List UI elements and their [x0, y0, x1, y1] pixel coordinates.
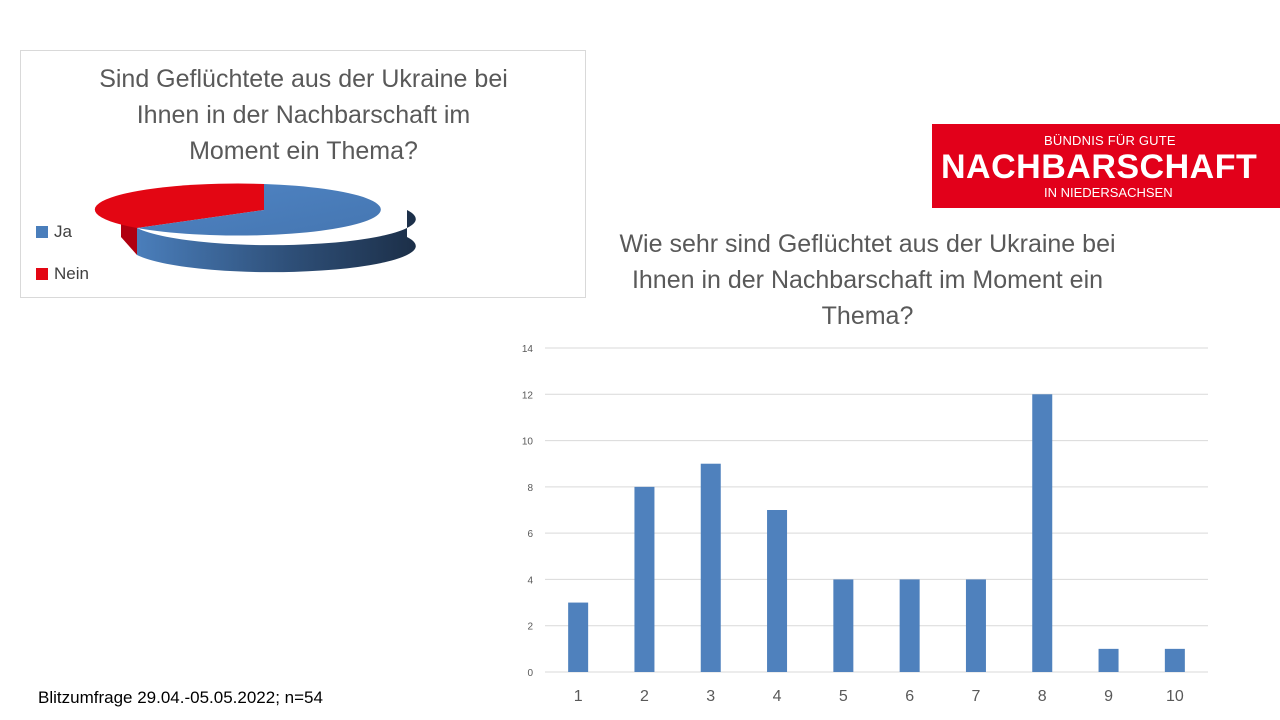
pie-slice-ja — [137, 184, 381, 236]
y-tick-label: 14 — [522, 344, 534, 355]
y-tick-label: 8 — [527, 483, 533, 494]
y-tick-label: 10 — [522, 437, 534, 448]
x-tick-label: 3 — [706, 688, 715, 705]
bar-chart-title: Wie sehr sind Geflüchtet aus der Ukraine… — [619, 230, 1116, 330]
x-tick-label: 6 — [905, 688, 914, 705]
logo-line-bottom: IN NIEDERSACHSEN — [1044, 185, 1173, 200]
legend-swatch-ja — [36, 226, 48, 238]
pie-chart — [94, 183, 416, 273]
y-tick-label: 0 — [527, 668, 533, 679]
pie-legend: Ja Nein — [36, 221, 89, 305]
bar-8 — [1032, 394, 1053, 672]
x-tick-label: 9 — [1104, 688, 1113, 705]
bar-4 — [767, 510, 788, 672]
legend-label-nein: Nein — [54, 264, 89, 283]
y-tick-label: 12 — [522, 390, 534, 401]
footnote: Blitzumfrage 29.04.-05.05.2022; n=54 — [38, 688, 323, 707]
legend-swatch-nein — [36, 268, 48, 280]
bar-6 — [899, 579, 920, 672]
y-tick-label: 4 — [527, 575, 533, 586]
x-tick-label: 8 — [1038, 688, 1047, 705]
x-tick-label: 10 — [1166, 688, 1184, 705]
pie-chart-panel: Sind Geflüchtete aus der Ukraine bei Ihn… — [20, 50, 586, 298]
pie-slice-nein — [94, 183, 264, 228]
y-tick-label: 6 — [527, 529, 533, 540]
legend-label-ja: Ja — [54, 222, 72, 241]
y-tick-label: 2 — [527, 622, 533, 633]
bar-10 — [1164, 648, 1185, 672]
pie-slice-ja-side — [137, 210, 416, 273]
logo-line-top: BÜNDNIS FÜR GUTE — [1044, 133, 1176, 148]
x-tick-label: 4 — [773, 688, 782, 705]
logo: BÜNDNIS FÜR GUTE NACHBARSCHAFT IN NIEDER… — [932, 124, 1280, 208]
pie-chart-title: Sind Geflüchtete aus der Ukraine bei Ihn… — [99, 65, 508, 165]
legend-item-ja: Ja — [36, 221, 89, 242]
bar-7 — [965, 579, 986, 672]
x-tick-label: 7 — [971, 688, 980, 705]
x-tick-label: 2 — [640, 688, 649, 705]
logo-line-main: NACHBARSCHAFT — [941, 148, 1258, 186]
bar-1 — [568, 602, 589, 672]
bar-9 — [1098, 648, 1119, 672]
x-tick-label: 1 — [574, 688, 583, 705]
legend-item-nein: Nein — [36, 263, 89, 284]
bar-2 — [634, 486, 655, 672]
bar-5 — [833, 579, 854, 672]
x-tick-label: 5 — [839, 688, 848, 705]
bar-3 — [700, 463, 721, 672]
